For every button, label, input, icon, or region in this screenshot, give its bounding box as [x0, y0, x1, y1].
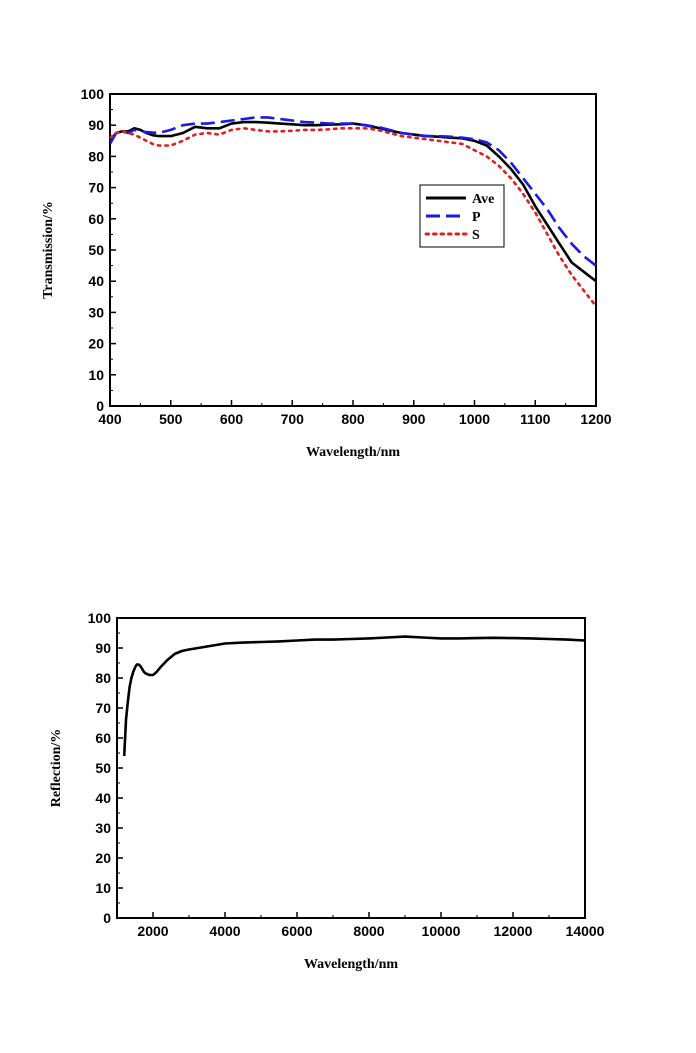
y-tick-label: 50 — [88, 242, 104, 258]
x-tick-label: 1100 — [520, 411, 551, 427]
chart-1: 0 10 20 30 40 50 60 70 80 90 100 400 500 600 700 800 900… — [41, 86, 612, 460]
y-tick-label: 80 — [95, 670, 111, 686]
chart-2: 0 10 20 30 40 50 60 70 80 90 100 2000 4000 6000 8000 10… — [49, 610, 605, 972]
y-tick-label: 20 — [88, 336, 104, 352]
x-tick-label: 10000 — [422, 923, 461, 939]
y-tick-label: 10 — [88, 367, 104, 383]
x-tick-label: 500 — [159, 411, 183, 427]
y-tick-label: 70 — [95, 700, 111, 716]
x-tick-label: 6000 — [281, 923, 312, 939]
x-tick-label: 900 — [402, 411, 426, 427]
x-tick-label: 600 — [220, 411, 244, 427]
y-tick-label: 90 — [95, 640, 111, 656]
series-line-p — [110, 116, 596, 267]
y-tick-label: 20 — [95, 850, 111, 866]
x-tick-label: 14000 — [566, 923, 605, 939]
series-line-s — [110, 127, 596, 308]
x-tick-label: 2000 — [137, 923, 168, 939]
x-tick-label: 400 — [98, 411, 122, 427]
plot-frame — [116, 617, 586, 919]
y-tick-label: 70 — [88, 180, 104, 196]
legend-label-p: P — [472, 210, 481, 225]
x-tick-label: 1200 — [580, 411, 611, 427]
y-tick-label: 40 — [88, 273, 104, 289]
y-tick-label: 40 — [95, 790, 111, 806]
x-tick-label: 4000 — [209, 923, 240, 939]
y-tick-label: 30 — [95, 820, 111, 836]
x-tick-label: 1000 — [459, 411, 490, 427]
y-tick-label: 10 — [95, 880, 111, 896]
x-axis-title: Wavelength/nm — [306, 445, 400, 460]
x-tick-label: 700 — [281, 411, 305, 427]
y-tick-label: 60 — [88, 211, 104, 227]
x-tick-label: 800 — [341, 411, 365, 427]
y-tick-label: 60 — [95, 730, 111, 746]
x-tick-label: 12000 — [494, 923, 533, 939]
y-tick-label: 50 — [95, 760, 111, 776]
series-line-ave — [110, 120, 596, 283]
legend-label-s: S — [472, 228, 480, 243]
y-tick-label: 100 — [88, 610, 112, 626]
y-tick-label: 90 — [88, 117, 104, 133]
y-axis-title: Reflection/% — [49, 729, 64, 808]
y-axis-title: Transmission/% — [41, 201, 56, 299]
y-tick-label: 80 — [88, 148, 104, 164]
y-tick-label: 0 — [96, 398, 104, 414]
y-tick-label: 100 — [81, 86, 105, 102]
legend-label-ave: Ave — [472, 192, 494, 207]
series-line-1 — [122, 635, 585, 757]
x-axis-title: Wavelength/nm — [304, 957, 398, 972]
x-tick-label: 8000 — [353, 923, 384, 939]
y-tick-label: 0 — [103, 910, 111, 926]
legend: Ave PS — [419, 184, 505, 248]
y-tick-label: 30 — [88, 304, 104, 320]
